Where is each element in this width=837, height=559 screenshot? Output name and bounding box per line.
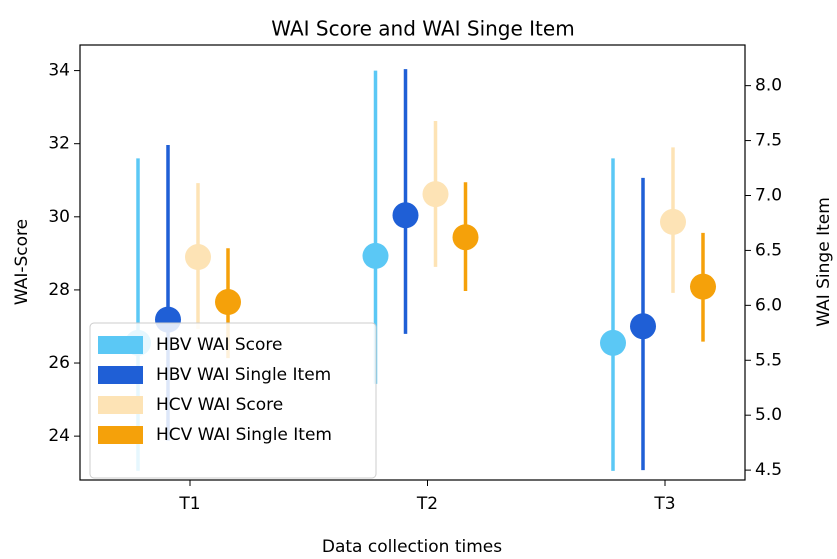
y-tick-label: 24: [48, 426, 70, 446]
marker: [452, 224, 479, 251]
marker: [600, 329, 626, 356]
y-tick-label: 32: [48, 134, 70, 154]
x-tick-label: T1: [178, 494, 200, 514]
y2-tick-label: 8.0: [755, 76, 782, 96]
y2-tick-label: 4.5: [755, 460, 782, 480]
marker: [185, 244, 211, 271]
legend-swatch: [98, 366, 143, 384]
legend-label: HCV WAI Single Item: [156, 425, 332, 445]
legend-swatch: [98, 336, 143, 354]
x-tick-label: T3: [653, 494, 675, 514]
legend-label: HBV WAI Single Item: [156, 365, 331, 385]
chart-title: WAI Score and WAI Singe Item: [271, 17, 574, 41]
marker: [392, 202, 419, 229]
y2-tick-label: 5.5: [755, 350, 782, 370]
plot-frame: [79, 44, 746, 481]
legend-label: HCV WAI Score: [156, 395, 283, 415]
legend-box: [89, 322, 377, 479]
marker: [690, 273, 716, 300]
y2-tick-label: 7.0: [755, 185, 782, 205]
marker: [215, 289, 241, 316]
y-axis-label: WAI-Score: [12, 219, 32, 305]
y-tick-label: 26: [48, 353, 70, 373]
x-axis-label: Data collection times: [322, 537, 502, 557]
x-tick-label: T2: [416, 494, 438, 514]
marker: [630, 313, 656, 340]
y2-axis-label: WAI Singe Item: [814, 197, 834, 327]
y2-tick-label: 7.5: [755, 131, 782, 151]
y2-tick-label: 6.5: [755, 240, 782, 260]
marker: [362, 242, 389, 269]
y-tick-label: 30: [48, 207, 70, 227]
legend-swatch: [98, 426, 143, 444]
legend-label: HBV WAI Score: [156, 335, 283, 355]
y2-tick-label: 5.0: [755, 405, 782, 425]
y2-tick-label: 6.0: [755, 295, 782, 315]
marker: [660, 208, 686, 235]
y-tick-label: 34: [48, 61, 70, 81]
marker: [422, 181, 449, 208]
legend-swatch: [98, 396, 143, 414]
y-tick-label: 28: [48, 280, 70, 300]
